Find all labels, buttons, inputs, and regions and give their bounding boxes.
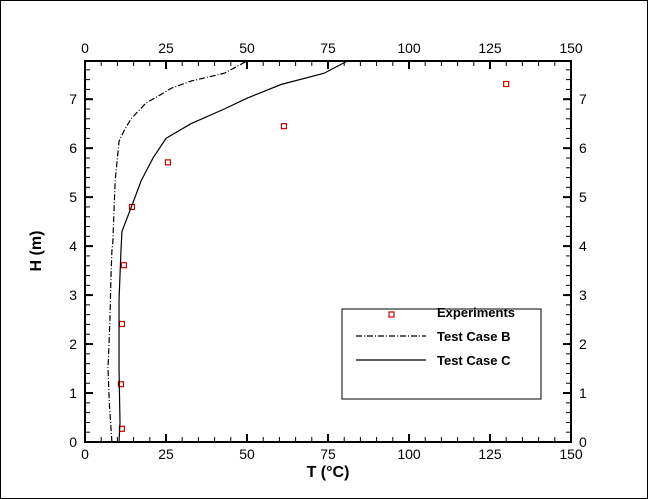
x-tick-label-top: 75 (320, 40, 336, 56)
y-tick-label-left: 5 (69, 189, 77, 205)
legend-box (341, 308, 542, 400)
y-tick-label-right: 7 (579, 91, 587, 107)
y-tick-label-left: 0 (69, 434, 77, 450)
data-point-experiments (503, 80, 510, 88)
x-tick-label-top: 150 (559, 40, 583, 56)
x-axis-label: T (°C) (307, 464, 350, 481)
x-tick-label-top: 125 (478, 40, 502, 56)
y-tick-label-right: 1 (579, 385, 587, 401)
y-tick-label-right: 3 (579, 287, 587, 303)
series-line-test-case-b (107, 60, 248, 443)
x-tick-label-bottom: 125 (478, 446, 502, 462)
legend-marker-experiments (388, 311, 395, 318)
y-tick-label-left: 3 (69, 287, 77, 303)
y-tick-label-right: 2 (579, 336, 587, 352)
x-tick-label-bottom: 100 (397, 446, 421, 462)
y-tick-label-right: 5 (579, 189, 587, 205)
data-point-experiments (117, 381, 125, 388)
x-tick-label-top: 25 (158, 40, 174, 56)
y-axis-label: H (m) (28, 231, 45, 272)
legend-label-test-case-c: Test Case C (437, 353, 511, 368)
x-tick-label-top: 0 (81, 40, 89, 56)
y-tick-label-right: 0 (579, 434, 587, 450)
data-point-experiments (164, 159, 172, 166)
x-tick-label-bottom: 150 (559, 446, 583, 462)
y-tick-label-left: 2 (69, 336, 77, 352)
y-tick-label-left: 6 (69, 140, 77, 156)
y-tick-label-left: 7 (69, 91, 77, 107)
x-tick-label-bottom: 0 (81, 446, 89, 462)
x-tick-label-top: 100 (397, 40, 421, 56)
y-tick-label-left: 1 (69, 385, 77, 401)
data-point-experiments (120, 262, 127, 269)
legend-label-experiments: Experiments (437, 305, 515, 320)
series-line-test-case-c (118, 60, 348, 443)
x-tick-label-bottom: 75 (320, 446, 336, 462)
y-tick-label-left: 4 (69, 238, 77, 254)
x-tick-label-bottom: 25 (158, 446, 174, 462)
x-tick-label-top: 50 (239, 40, 255, 56)
data-point-experiments (118, 320, 126, 328)
x-tick-label-bottom: 50 (239, 446, 255, 462)
data-point-experiments (280, 123, 288, 130)
legend-label-test-case-b: Test Case B (437, 329, 510, 344)
y-tick-label-right: 6 (579, 140, 587, 156)
y-tick-label-right: 4 (579, 238, 587, 254)
